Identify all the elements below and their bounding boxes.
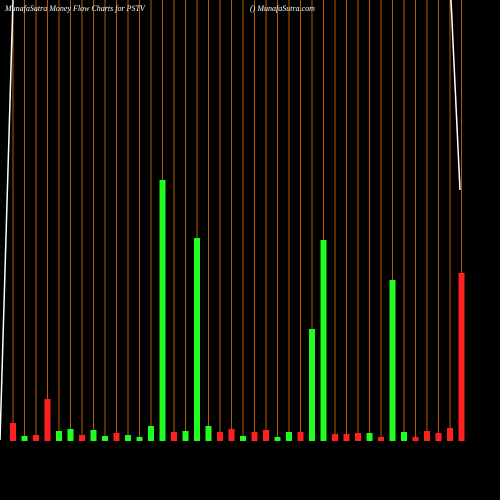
bar	[447, 428, 453, 441]
bar	[458, 273, 465, 441]
bar	[320, 240, 327, 441]
bar	[67, 429, 74, 441]
bar	[355, 433, 361, 441]
bar	[56, 431, 62, 441]
bar	[309, 329, 315, 441]
watermark: () MunafaSutra.com	[250, 4, 315, 13]
price-line	[0, 0, 14, 441]
bar	[286, 432, 292, 441]
bar	[136, 437, 143, 441]
bar	[148, 426, 154, 441]
bar	[33, 435, 39, 441]
price-line	[450, 0, 461, 191]
bar	[297, 432, 304, 441]
bar	[194, 238, 200, 441]
bar	[171, 432, 177, 441]
bar	[113, 433, 120, 441]
bar	[90, 430, 97, 441]
bar	[79, 435, 85, 441]
bar	[10, 423, 16, 441]
bar	[205, 426, 212, 441]
bar	[424, 431, 430, 441]
bar	[343, 434, 350, 441]
bar	[240, 436, 246, 441]
bar	[263, 430, 269, 441]
bars	[10, 180, 465, 441]
bar	[389, 280, 396, 441]
bar	[102, 436, 108, 441]
bar	[378, 437, 384, 441]
bar	[228, 429, 235, 441]
bar	[251, 432, 258, 441]
bar	[125, 435, 131, 441]
bar	[217, 432, 223, 441]
bar	[274, 437, 281, 441]
bar	[366, 433, 373, 441]
bar	[159, 180, 166, 441]
bar	[401, 432, 407, 441]
bar	[21, 436, 28, 441]
bar	[332, 434, 338, 441]
bar	[412, 437, 419, 441]
bar	[435, 433, 442, 441]
chart-title: MunafaSutra Money Flow Charts for PSTV	[4, 4, 146, 13]
bar	[44, 399, 51, 441]
bar	[182, 431, 189, 441]
